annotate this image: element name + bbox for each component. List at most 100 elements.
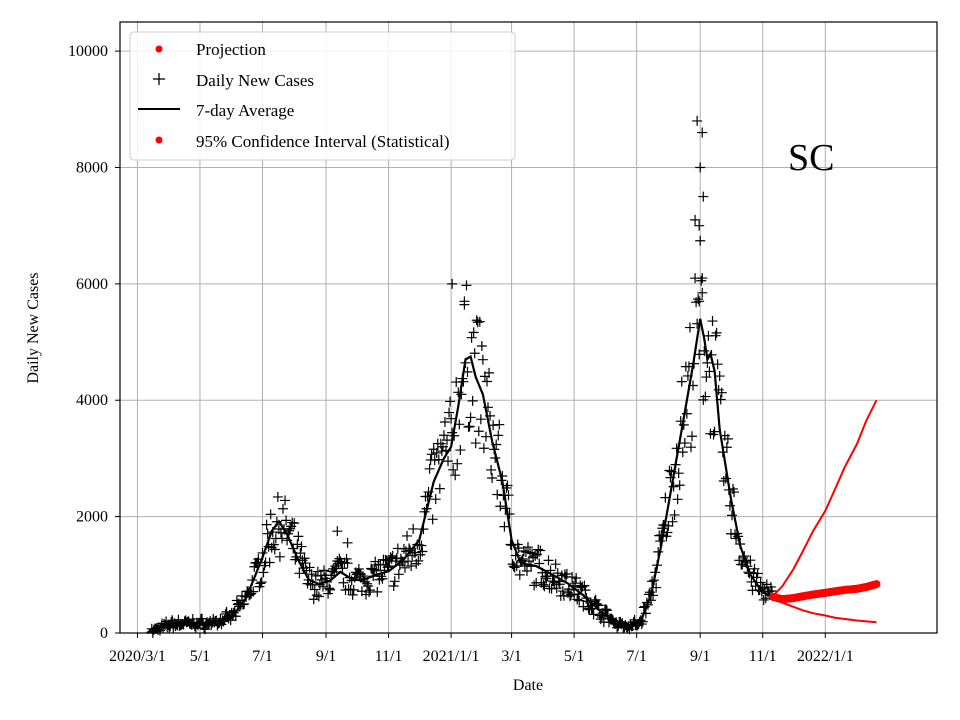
daily-case-marker bbox=[470, 438, 481, 449]
daily-case-marker bbox=[469, 348, 480, 359]
daily-case-marker bbox=[446, 413, 457, 424]
daily-case-marker bbox=[540, 571, 551, 582]
daily-case-marker bbox=[248, 586, 259, 597]
x-axis-label: Date bbox=[513, 677, 543, 694]
daily-case-marker bbox=[685, 442, 696, 453]
state-label: SC bbox=[788, 137, 834, 179]
daily-case-marker bbox=[402, 530, 413, 541]
x-tick-label: 7/1 bbox=[626, 648, 646, 665]
x-tick-label: 9/1 bbox=[316, 648, 336, 665]
daily-case-marker bbox=[434, 483, 445, 494]
daily-case-marker bbox=[499, 521, 510, 532]
daily-case-marker bbox=[293, 531, 304, 542]
daily-case-marker bbox=[416, 540, 427, 551]
daily-case-marker bbox=[264, 557, 275, 568]
daily-case-marker bbox=[276, 533, 287, 544]
daily-case-marker bbox=[410, 547, 421, 558]
daily-case-marker bbox=[535, 545, 546, 556]
daily-case-marker bbox=[668, 481, 679, 492]
y-tick-label: 2000 bbox=[76, 509, 108, 526]
daily-case-marker bbox=[292, 539, 303, 550]
x-tick-label: 2021/1/1 bbox=[423, 648, 480, 665]
y-axis-label: Daily New Cases bbox=[25, 272, 42, 383]
x-tick-label: 7/1 bbox=[252, 648, 272, 665]
daily-case-marker bbox=[480, 431, 491, 442]
daily-case-marker bbox=[385, 552, 396, 563]
daily-case-marker bbox=[667, 516, 678, 527]
daily-case-marker bbox=[579, 580, 590, 591]
daily-case-marker bbox=[669, 509, 680, 520]
daily-case-marker bbox=[709, 426, 720, 437]
daily-case-marker bbox=[677, 447, 688, 458]
daily-case-marker bbox=[711, 327, 722, 338]
daily-case-marker bbox=[484, 367, 495, 378]
daily-case-marker bbox=[525, 547, 536, 558]
daily-case-marker bbox=[504, 508, 515, 519]
daily-case-marker bbox=[690, 214, 701, 225]
daily-case-marker bbox=[745, 555, 756, 566]
legend-ci-marker bbox=[155, 136, 163, 144]
daily-case-marker bbox=[720, 473, 731, 484]
daily-case-marker bbox=[761, 579, 772, 590]
legend-daily-cases-marker bbox=[153, 73, 165, 85]
daily-case-marker bbox=[716, 387, 727, 398]
x-tick-label: 2022/1/1 bbox=[797, 648, 854, 665]
daily-case-marker bbox=[522, 542, 533, 553]
daily-case-marker bbox=[431, 447, 442, 458]
daily-case-marker bbox=[714, 371, 725, 382]
x-tick-label: 9/1 bbox=[690, 648, 710, 665]
daily-case-marker bbox=[296, 541, 307, 552]
daily-case-marker bbox=[338, 577, 349, 588]
daily-case-marker bbox=[343, 584, 354, 595]
daily-case-marker bbox=[342, 537, 353, 548]
daily-case-marker bbox=[304, 562, 315, 573]
daily-case-marker bbox=[444, 407, 455, 418]
daily-case-marker bbox=[679, 438, 690, 449]
daily-case-marker bbox=[475, 414, 486, 425]
x-tick-label: 3/1 bbox=[501, 648, 521, 665]
daily-case-marker bbox=[332, 526, 343, 537]
daily-case-marker bbox=[426, 449, 437, 460]
daily-case-marker bbox=[269, 544, 280, 555]
daily-case-marker bbox=[570, 578, 581, 589]
daily-case-marker bbox=[372, 586, 383, 597]
daily-case-marker bbox=[543, 555, 554, 566]
daily-case-marker bbox=[295, 548, 306, 559]
daily-case-marker bbox=[693, 294, 704, 305]
daily-case-marker bbox=[477, 354, 488, 365]
daily-case-marker bbox=[387, 550, 398, 561]
daily-case-marker bbox=[337, 563, 348, 574]
daily-case-marker bbox=[272, 491, 283, 502]
series-layer bbox=[146, 115, 881, 638]
daily-case-marker bbox=[758, 594, 769, 605]
daily-case-marker bbox=[362, 578, 373, 589]
daily-case-marker bbox=[313, 591, 324, 602]
daily-case-marker bbox=[580, 585, 591, 596]
legend: Projection Daily New Cases 7-day Average… bbox=[129, 31, 516, 161]
daily-case-marker bbox=[529, 580, 540, 591]
daily-case-marker bbox=[447, 278, 458, 289]
daily-case-marker bbox=[699, 345, 710, 356]
daily-case-marker bbox=[549, 577, 560, 588]
legend-ci-label: 95% Confidence Interval (Statistical) bbox=[196, 132, 450, 151]
daily-case-marker bbox=[696, 275, 707, 286]
daily-case-marker bbox=[442, 435, 453, 446]
x-tick-label: 11/1 bbox=[749, 648, 777, 665]
daily-case-marker bbox=[324, 583, 335, 594]
daily-case-marker bbox=[399, 562, 410, 573]
daily-case-marker bbox=[294, 568, 305, 579]
daily-case-marker bbox=[365, 585, 376, 596]
y-tick-label: 4000 bbox=[76, 392, 108, 409]
daily-case-marker bbox=[673, 468, 684, 479]
daily-case-marker bbox=[752, 568, 763, 579]
legend-daily-cases-label: Daily New Cases bbox=[196, 71, 314, 90]
daily-case-marker bbox=[325, 584, 336, 595]
daily-case-marker bbox=[463, 421, 474, 432]
daily-case-marker bbox=[655, 536, 666, 547]
daily-case-marker bbox=[306, 569, 317, 580]
daily-case-marker bbox=[335, 556, 346, 567]
legend-box bbox=[129, 31, 516, 161]
daily-case-marker bbox=[473, 426, 484, 437]
daily-case-marker bbox=[433, 454, 444, 465]
